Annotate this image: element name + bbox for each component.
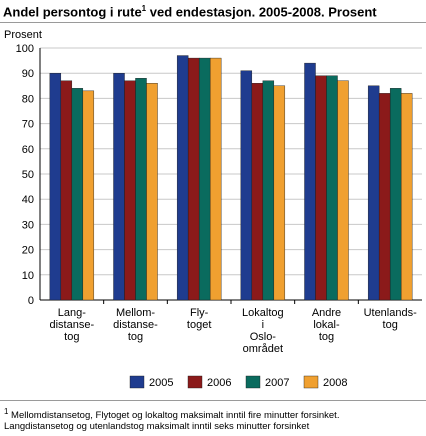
footnote-line-2: Langdistansetog og utenlandstog maksimal… (4, 421, 424, 432)
title-footnote-marker: 1 (141, 4, 147, 13)
bar-2005 (240, 70, 253, 301)
bar-2008 (273, 85, 286, 301)
bar-2006 (124, 80, 136, 301)
bar-2005 (113, 73, 125, 301)
bar-2005 (367, 85, 380, 301)
bar-2007 (326, 75, 338, 301)
x-category-label-line: Lokaltog (242, 307, 284, 319)
title-divider (0, 22, 426, 23)
x-category-label: Andre lokal-tog (312, 307, 341, 343)
legend-label-2006: 2006 (207, 377, 231, 389)
x-category-label-line: distanse- (50, 319, 95, 331)
bar-2005 (304, 62, 316, 301)
y-tick-label: 10 (22, 270, 34, 282)
bar-2007 (198, 57, 211, 301)
bar-2008 (82, 90, 95, 301)
y-tick-label: 40 (22, 194, 34, 206)
legend-swatch-2007 (245, 375, 261, 389)
y-tick-label: 70 (22, 119, 34, 131)
y-tick-label: 60 (22, 144, 34, 156)
x-category-label: Utenlands-tog (364, 307, 418, 331)
x-category-label-line: området (243, 343, 283, 355)
footnote-text-2: Langdistansetog og utenlandstog maksimal… (4, 421, 310, 433)
footnote-marker: 1 (4, 407, 9, 416)
x-category-label-line: Utenlands- (364, 307, 418, 319)
x-category-label-line: Andre (312, 307, 341, 319)
x-category-label-line: tog (319, 331, 334, 343)
bar-2008 (146, 83, 158, 301)
x-category-label-line: toget (187, 319, 211, 331)
y-tick-label: 30 (22, 219, 34, 231)
footnote: 1 Mellomdistansetog, Flytoget og lokalto… (4, 406, 424, 432)
x-category-label-line: Mellom- (116, 307, 155, 319)
footnote-line-1: 1 Mellomdistansetog, Flytoget og lokalto… (4, 406, 424, 421)
y-tick-label: 20 (22, 245, 34, 257)
legend-label-2007: 2007 (265, 377, 289, 389)
bar-2005 (49, 73, 62, 301)
x-category-label: Lang-distanse-tog (50, 307, 95, 343)
bar-2006 (251, 83, 264, 301)
bar-2008 (337, 80, 349, 301)
legend-swatch-2006 (187, 375, 203, 389)
bar-2005 (176, 55, 189, 301)
chart-title: Andel persontog i rute1 ved endestasjon.… (3, 4, 377, 19)
x-category-label-line: Fly- (190, 307, 209, 319)
bar-2007 (71, 88, 84, 301)
x-category-label-line: i (262, 319, 264, 331)
x-category-label: Mellom-distanse-tog (113, 307, 158, 343)
footnote-text-1: Mellomdistansetog, Flytoget og lokaltog … (11, 410, 340, 422)
y-tick-label: 0 (28, 295, 34, 307)
x-category-label-line: Oslo- (250, 331, 277, 343)
legend-label-2005: 2005 (149, 377, 173, 389)
x-category-label-line: tog (383, 319, 398, 331)
y-axis-label: Prosent (4, 29, 42, 41)
y-tick-label: 80 (22, 93, 34, 105)
x-category-label-line: Lang- (58, 307, 86, 319)
legend-swatch-2005 (129, 375, 145, 389)
title-rest: ved endestasjon. 2005-2008. Prosent (146, 4, 377, 20)
bar-2007 (262, 80, 275, 301)
title-main: Andel persontog i rute (3, 4, 142, 20)
legend-swatch-2008 (303, 375, 319, 389)
bar-2006 (187, 57, 200, 301)
x-category-label-line: tog (64, 331, 79, 343)
x-category-label: Lokaltog i Oslo-området (242, 307, 284, 355)
bar-2007 (135, 78, 147, 301)
x-category-label-line: tog (128, 331, 143, 343)
bar-2006 (378, 93, 391, 301)
bar-2006 (315, 75, 327, 301)
x-category-label: Fly-toget (187, 307, 211, 331)
x-category-label-line: lokal- (313, 319, 340, 331)
legend-label-2008: 2008 (323, 377, 347, 389)
bar-2008 (209, 57, 222, 301)
y-tick-label: 90 (22, 68, 34, 80)
x-category-label-line: distanse- (113, 319, 158, 331)
y-tick-label: 100 (16, 43, 34, 55)
bar-2008 (400, 93, 413, 301)
bar-2006 (60, 80, 73, 301)
bar-chart: Prosent 0 10 20 30 40 50 60 70 80 90 100 Lang-distan… (4, 29, 422, 389)
bar-2007 (389, 88, 402, 301)
footnote-divider (0, 400, 426, 401)
y-tick-label: 50 (22, 169, 34, 181)
